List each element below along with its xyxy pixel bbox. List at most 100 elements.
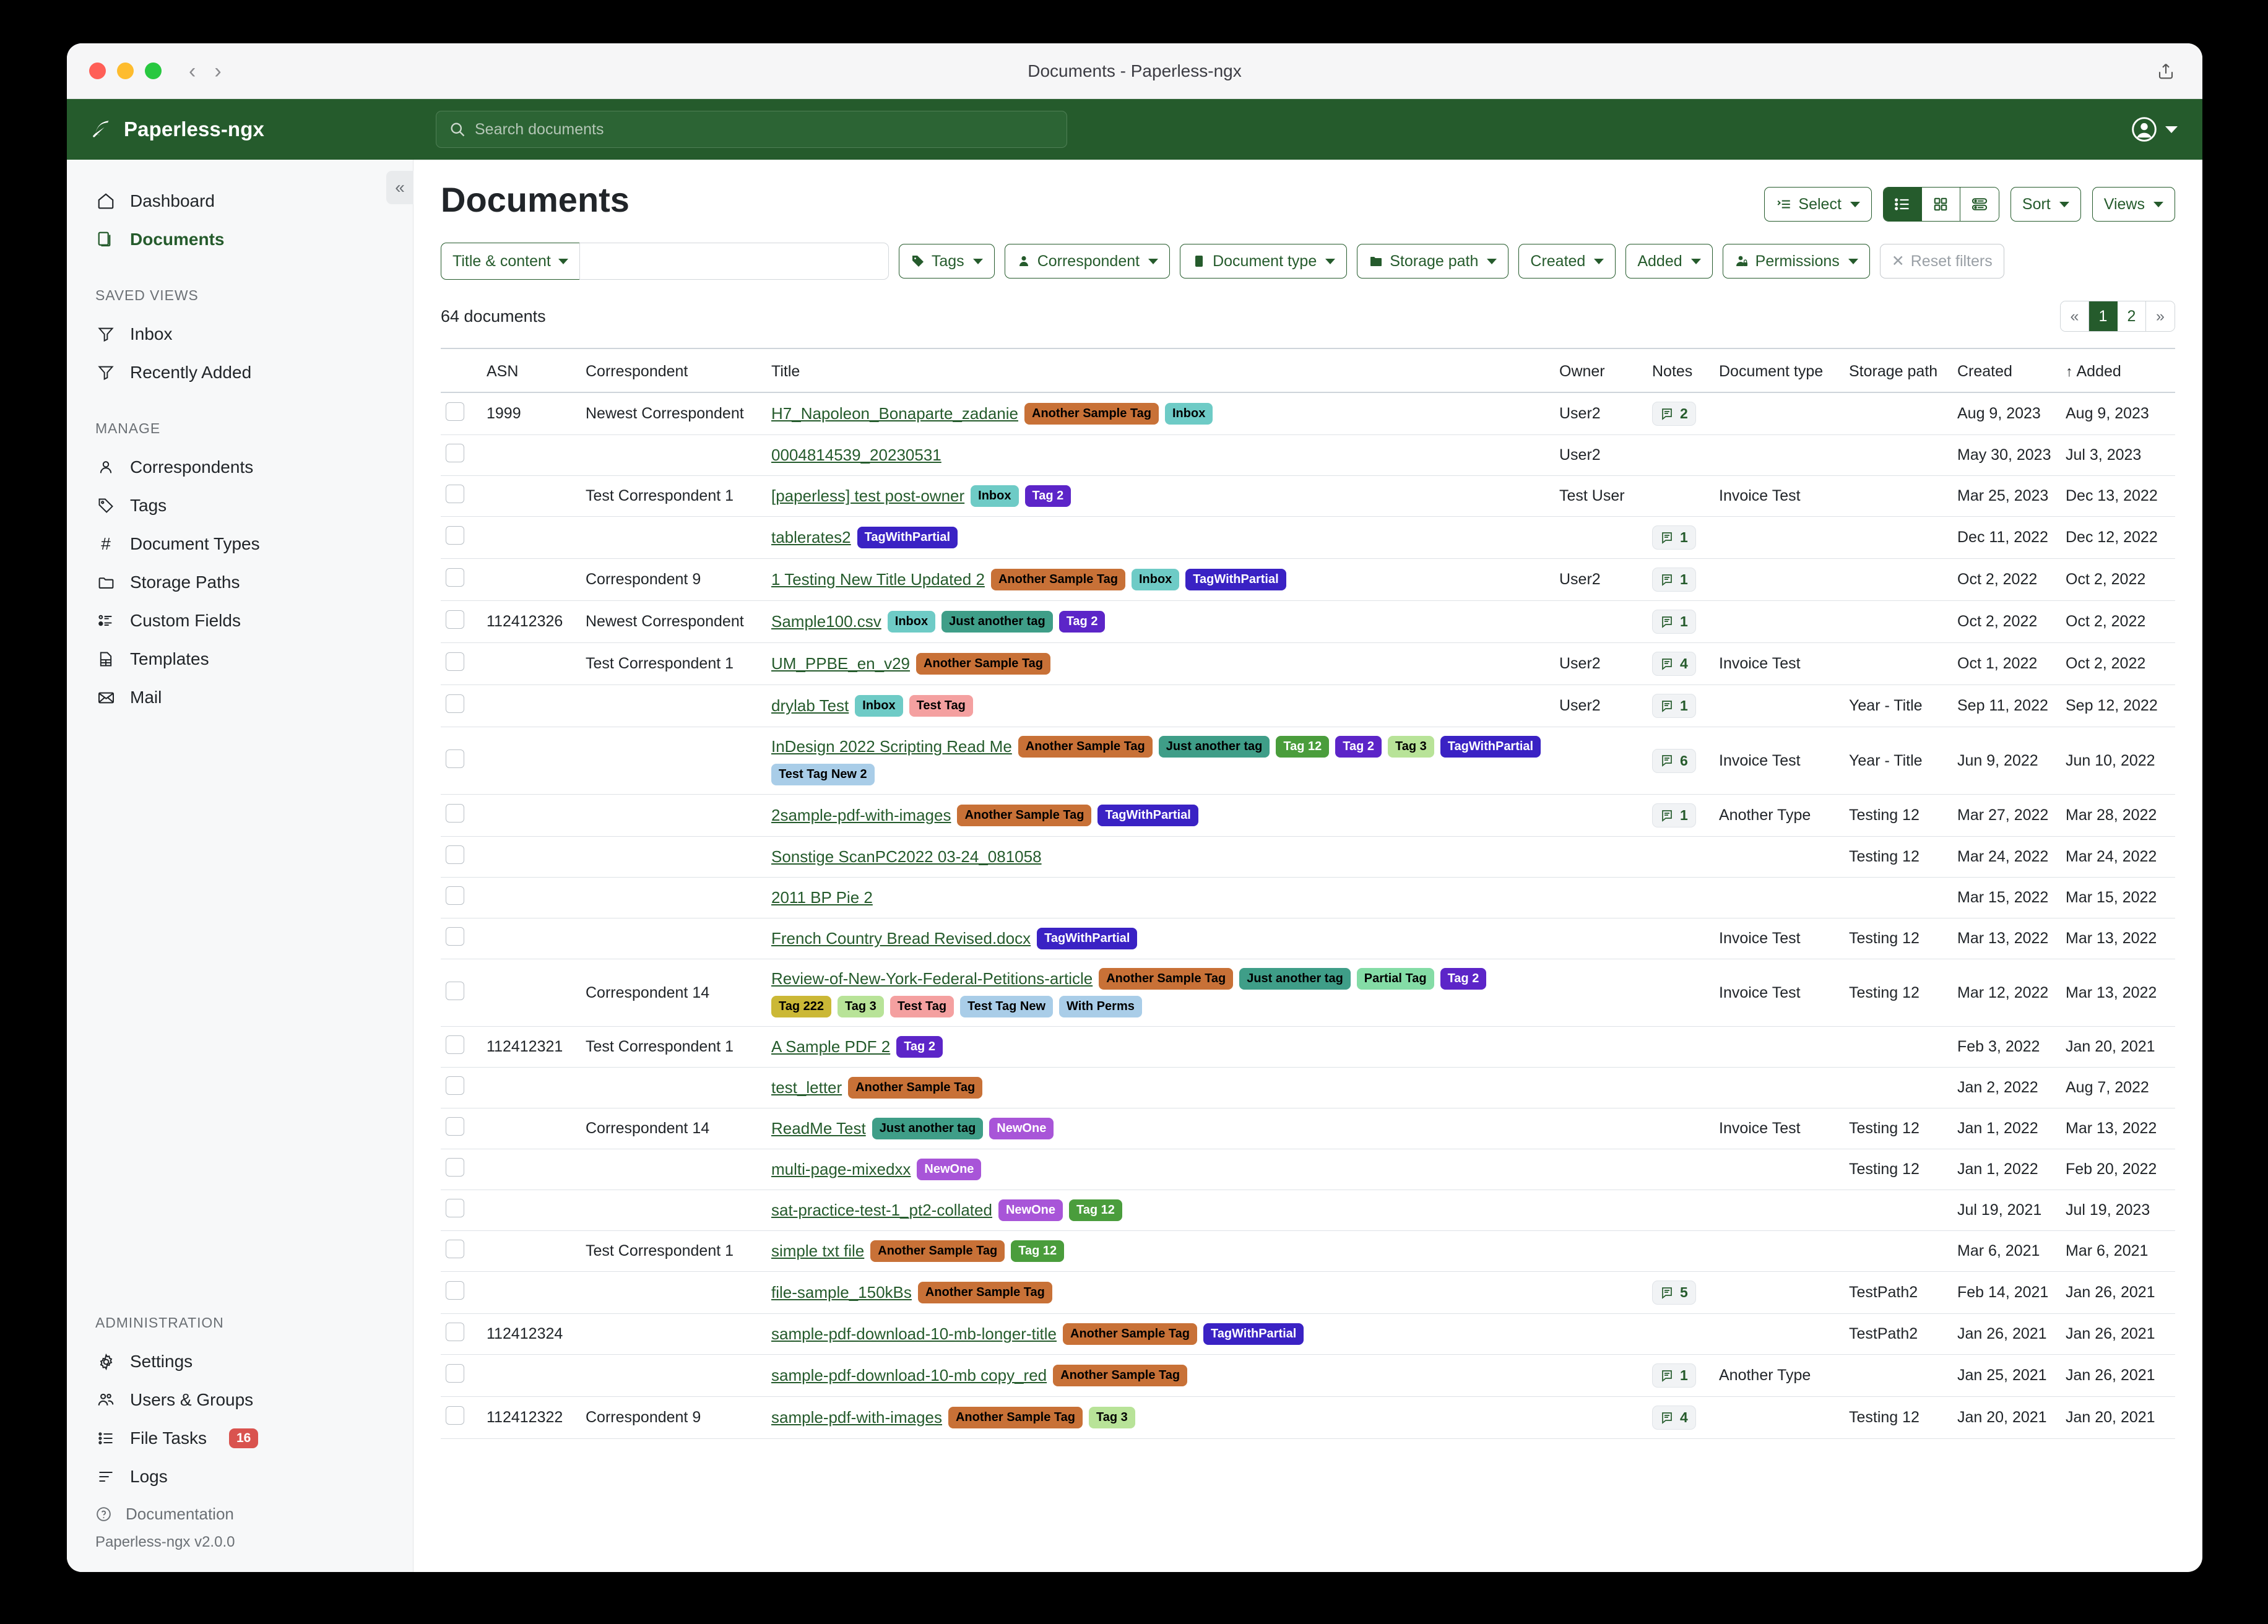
- tag-chip[interactable]: TagWithPartial: [1440, 736, 1541, 758]
- sidebar-item-correspondents[interactable]: Correspondents: [67, 448, 413, 486]
- select-button[interactable]: Select: [1764, 187, 1872, 222]
- column-document-type[interactable]: Document type: [1714, 349, 1844, 393]
- traffic-light-controls[interactable]: [89, 63, 162, 79]
- notes-badge[interactable]: 5: [1652, 1281, 1696, 1305]
- tag-chip[interactable]: Another Sample Tag: [957, 805, 1092, 826]
- table-row[interactable]: Test Correspondent 1 simple txt file Anoth…: [441, 1230, 2175, 1272]
- document-title-link[interactable]: sat-practice-test-1_pt2-collated: [771, 1201, 992, 1219]
- row-checkbox[interactable]: [446, 1240, 464, 1258]
- tag-chip[interactable]: TagWithPartial: [857, 527, 958, 548]
- document-title-link[interactable]: InDesign 2022 Scripting Read Me: [771, 737, 1012, 756]
- search-input[interactable]: Search documents: [436, 111, 1067, 148]
- notes-badge[interactable]: 2: [1652, 402, 1696, 426]
- back-arrow-icon[interactable]: ‹: [189, 59, 196, 83]
- document-title-link[interactable]: 0004814539_20230531: [771, 446, 941, 464]
- sidebar-item-inbox[interactable]: Inbox: [67, 315, 413, 353]
- table-row[interactable]: InDesign 2022 Scripting Read Me Another S…: [441, 727, 2175, 795]
- sidebar-item-custom-fields[interactable]: Custom Fields: [67, 602, 413, 640]
- added-filter-button[interactable]: Added: [1625, 244, 1713, 279]
- tag-chip[interactable]: Another Sample Tag: [1018, 736, 1153, 758]
- tag-chip[interactable]: Tag 2: [896, 1036, 943, 1058]
- tag-chip[interactable]: Just another tag: [1239, 968, 1351, 990]
- document-title-link[interactable]: Sample100.csv: [771, 612, 881, 631]
- tag-chip[interactable]: Another Sample Tag: [916, 653, 1051, 675]
- table-row[interactable]: Correspondent 14 Review-of-New-York-Feder…: [441, 959, 2175, 1027]
- title-content-input[interactable]: [579, 243, 889, 280]
- tag-chip[interactable]: Another Sample Tag: [1024, 403, 1159, 425]
- sidebar-item-documentation[interactable]: Documentation: [67, 1496, 413, 1530]
- document-title-link[interactable]: ReadMe Test: [771, 1119, 866, 1138]
- table-row[interactable]: 112412326 Newest Correspondent Sample100.c…: [441, 600, 2175, 643]
- row-checkbox[interactable]: [446, 652, 464, 671]
- row-checkbox-cell[interactable]: [441, 877, 482, 918]
- tag-chip[interactable]: Test Tag: [889, 996, 954, 1017]
- row-checkbox[interactable]: [446, 610, 464, 629]
- pagination-last[interactable]: »: [2146, 301, 2175, 331]
- document-type-filter-button[interactable]: Document type: [1180, 244, 1348, 279]
- row-checkbox-cell[interactable]: [441, 1026, 482, 1068]
- reset-filters-button[interactable]: ✕ Reset filters: [1879, 244, 2004, 279]
- tag-chip[interactable]: Test Tag: [909, 695, 973, 717]
- row-checkbox[interactable]: [446, 1281, 464, 1300]
- row-checkbox[interactable]: [446, 1117, 464, 1136]
- tag-chip[interactable]: Another Sample Tag: [870, 1240, 1005, 1262]
- column-correspondent[interactable]: Correspondent: [581, 349, 766, 393]
- tag-chip[interactable]: TagWithPartial: [1037, 928, 1138, 949]
- tag-chip[interactable]: Test Tag New: [960, 996, 1053, 1017]
- tag-chip[interactable]: Another Sample Tag: [948, 1407, 1083, 1428]
- notes-badge[interactable]: 1: [1652, 525, 1696, 550]
- tag-chip[interactable]: Another Sample Tag: [1053, 1365, 1188, 1386]
- tag-chip[interactable]: Test Tag New 2: [771, 764, 875, 785]
- table-row[interactable]: sat-practice-test-1_pt2-collated NewOne Ta…: [441, 1190, 2175, 1231]
- column-added[interactable]: ↑ Added: [2061, 349, 2175, 393]
- notes-badge[interactable]: 4: [1652, 652, 1696, 676]
- maximize-window-button[interactable]: [145, 63, 162, 79]
- row-checkbox[interactable]: [446, 1076, 464, 1095]
- row-checkbox-cell[interactable]: [441, 516, 482, 559]
- tag-chip[interactable]: TagWithPartial: [1097, 805, 1198, 826]
- pagination-page-2[interactable]: 2: [2118, 301, 2146, 331]
- document-title-link[interactable]: A Sample PDF 2: [771, 1037, 891, 1056]
- created-filter-button[interactable]: Created: [1518, 244, 1616, 279]
- sidebar-item-storage-paths[interactable]: Storage Paths: [67, 563, 413, 602]
- sidebar-item-dashboard[interactable]: Dashboard: [67, 182, 413, 220]
- sidebar-item-users-groups[interactable]: Users & Groups: [67, 1381, 413, 1419]
- tag-chip[interactable]: Another Sample Tag: [917, 1282, 1052, 1303]
- detail-view-button[interactable]: [1960, 188, 1999, 221]
- document-title-link[interactable]: 2011 BP Pie 2: [771, 888, 873, 907]
- sidebar-item-document-types[interactable]: # Document Types: [67, 525, 413, 563]
- notes-badge[interactable]: 6: [1652, 748, 1696, 773]
- row-checkbox-cell[interactable]: [441, 836, 482, 878]
- tag-chip[interactable]: Tag 3: [838, 996, 884, 1017]
- pagination-page-1[interactable]: 1: [2089, 301, 2118, 331]
- chevron-down-icon[interactable]: [2165, 126, 2178, 133]
- tag-chip[interactable]: Tag 12: [1011, 1240, 1065, 1262]
- sidebar-item-documents[interactable]: Documents: [67, 220, 413, 259]
- table-row[interactable]: sample-pdf-download-10-mb copy_red Anothe…: [441, 1354, 2175, 1397]
- tag-chip[interactable]: Tag 3: [1388, 736, 1434, 758]
- row-checkbox[interactable]: [446, 1199, 464, 1217]
- row-checkbox[interactable]: [446, 444, 464, 462]
- row-checkbox-cell[interactable]: [441, 1149, 482, 1190]
- user-menu[interactable]: [2131, 116, 2178, 143]
- document-title-link[interactable]: file-sample_150kBs: [771, 1283, 912, 1302]
- notes-badge[interactable]: 1: [1652, 610, 1696, 634]
- notes-badge[interactable]: 4: [1652, 1406, 1696, 1430]
- tag-chip[interactable]: Inbox: [887, 611, 936, 633]
- sidebar-collapse-button[interactable]: «: [386, 171, 413, 204]
- tags-filter-button[interactable]: Tags: [898, 244, 995, 279]
- tag-chip[interactable]: Another Sample Tag: [990, 569, 1125, 590]
- row-checkbox[interactable]: [446, 1158, 464, 1177]
- view-mode-switch[interactable]: [1882, 187, 1999, 222]
- tag-chip[interactable]: Another Sample Tag: [848, 1077, 983, 1099]
- row-checkbox-cell[interactable]: [441, 558, 482, 601]
- document-title-link[interactable]: Review-of-New-York-Federal-Petitions-art…: [771, 969, 1093, 988]
- tag-chip[interactable]: Inbox: [1165, 403, 1213, 425]
- row-checkbox[interactable]: [446, 1035, 464, 1054]
- row-checkbox[interactable]: [446, 568, 464, 587]
- row-checkbox-cell[interactable]: [441, 392, 482, 435]
- row-checkbox-cell[interactable]: [441, 1067, 482, 1108]
- document-title-link[interactable]: UM_PPBE_en_v29: [771, 654, 911, 673]
- table-row[interactable]: Correspondent 14 ReadMe Test Just another …: [441, 1108, 2175, 1149]
